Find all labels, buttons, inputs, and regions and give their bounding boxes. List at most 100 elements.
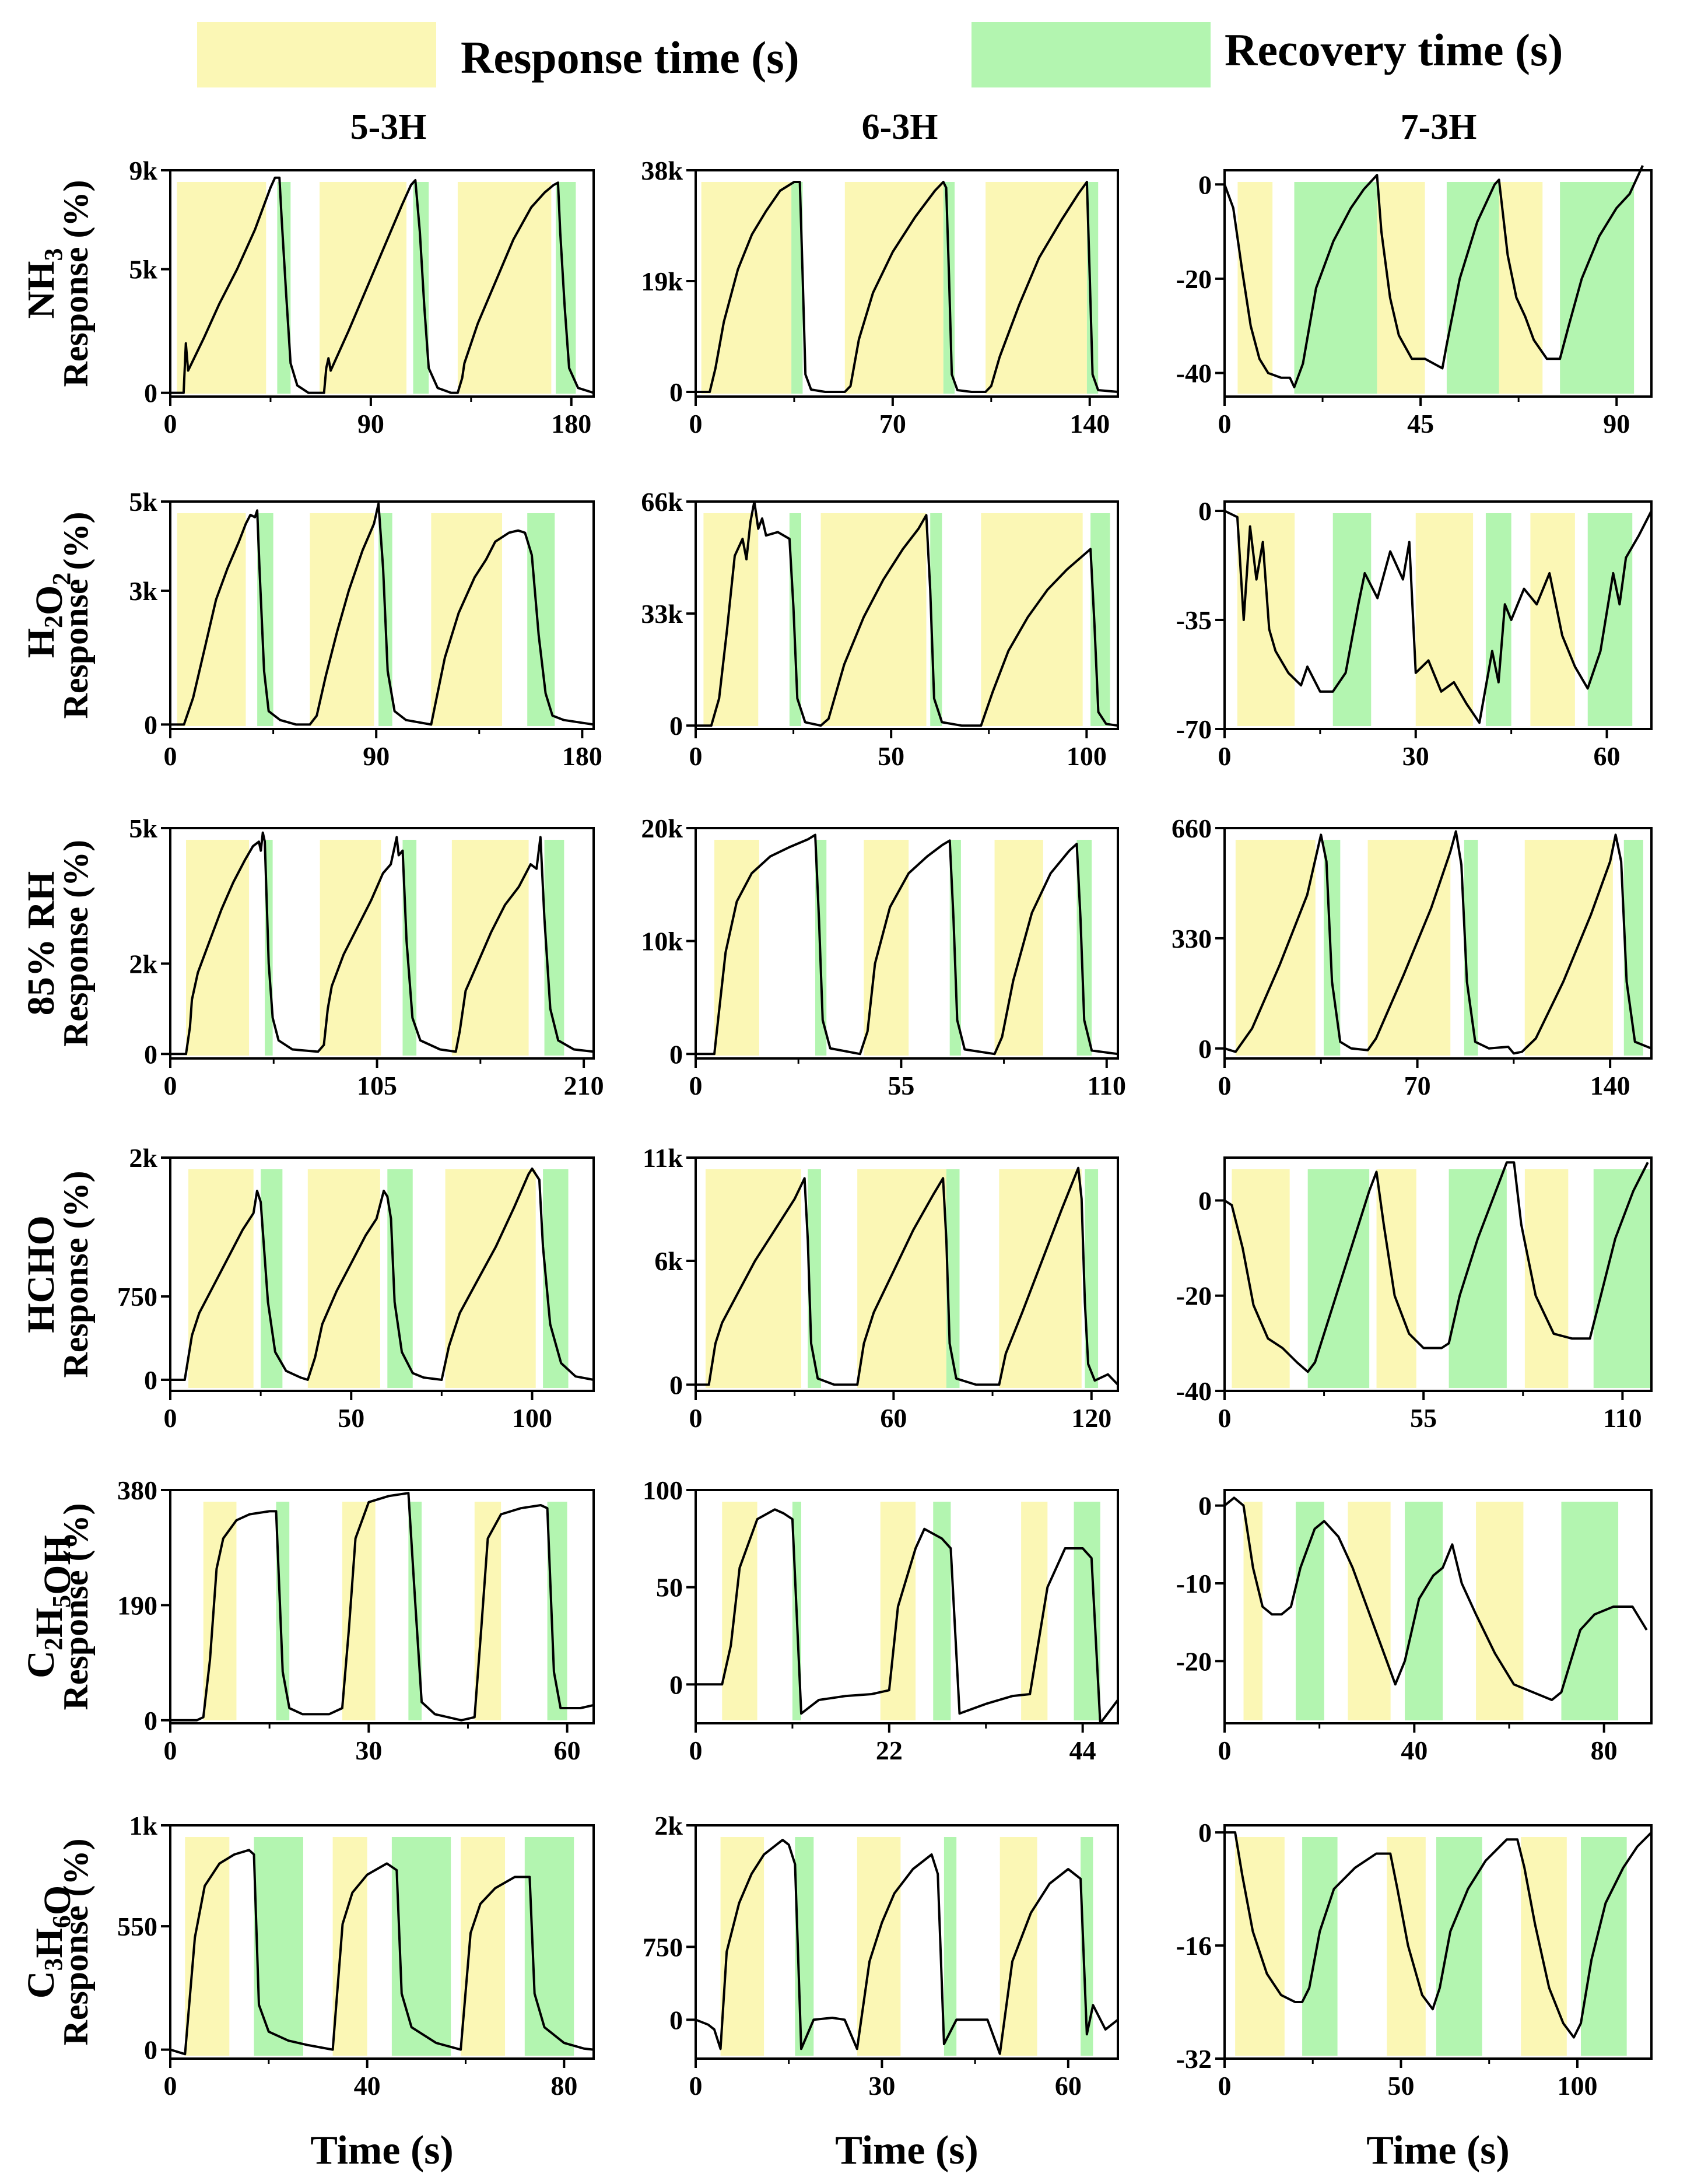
response-curve (1223, 165, 1644, 388)
panel-7-3h-row-2: 0 30 60 0 -35 -70 (1176, 496, 1653, 771)
response-band (461, 1837, 506, 2056)
y-axis-label: Response (%) (57, 180, 95, 387)
response-band (703, 513, 759, 726)
panel-5-3h-row-2: 0 90 180 0 3k 5k (129, 487, 602, 771)
response-band (1499, 182, 1543, 394)
recovery-band (1448, 1169, 1507, 1388)
x-tick-label: 45 (1407, 409, 1434, 439)
y-tick-label: 0 (669, 1670, 683, 1699)
response-curve (1223, 1161, 1649, 1373)
y-tick-label: 33k (641, 599, 683, 629)
gas-name: 85% RH (20, 871, 62, 1016)
response-band (1237, 182, 1273, 394)
legend-label-recovery: Recovery time (s) (1225, 24, 1563, 75)
response-band (451, 840, 529, 1056)
recovery-band (527, 513, 555, 726)
response-band (185, 1837, 230, 2056)
y-tick-label: -35 (1176, 605, 1212, 635)
x-tick-label: 30 (1402, 741, 1429, 771)
response-band (701, 182, 792, 394)
panel-7-3h-row-1: 0 45 90 0 -20 -40 (1176, 165, 1653, 439)
response-curve (170, 1492, 594, 1722)
recovery-band (1294, 182, 1377, 394)
recovery-band (1302, 1837, 1338, 2056)
y-tick-label: -20 (1176, 1646, 1212, 1676)
recovery-band (1561, 1502, 1619, 1720)
response-curve (696, 1508, 1119, 1724)
y-tick-label: 0 (144, 710, 157, 739)
recovery-band (1296, 1502, 1324, 1720)
gas-name: HCHO (20, 1215, 62, 1333)
y-axis-label: Response (%) (57, 1171, 95, 1378)
column-headers: 5-3H 6-3H 7-3H (350, 107, 1477, 147)
y-tick-label: 550 (117, 1912, 157, 1941)
response-band (1235, 1837, 1285, 2056)
plot-frame (169, 169, 595, 398)
y-tick-label: 0 (144, 1365, 157, 1395)
column-header-5-3h: 5-3H (350, 107, 427, 147)
panel-6-3h-row-3: 0 55 110 0 10k 20k (641, 814, 1126, 1100)
x-tick-label: 70 (1404, 1071, 1431, 1100)
recovery-band (1446, 182, 1499, 394)
response-curve (1225, 1831, 1653, 2039)
x-tick-label: 80 (1591, 1736, 1618, 1765)
plot-frame (1223, 1489, 1653, 1724)
recovery-band (791, 182, 803, 394)
x-tick-label: 60 (554, 1736, 581, 1765)
x-tick-label: 0 (1218, 1071, 1232, 1100)
y-tick-label: 5k (129, 487, 157, 517)
x-tick-label: 80 (550, 2071, 577, 2101)
x-axis-label: Time (s) (1366, 2128, 1510, 2173)
y-tick-label: -10 (1176, 1569, 1212, 1598)
recovery-band (261, 1169, 283, 1388)
response-band (985, 182, 1087, 394)
gas-name: C2H5OH (20, 1535, 79, 1678)
plot-frame (695, 827, 1119, 1060)
x-tick-label: 60 (1594, 741, 1621, 771)
y-tick-label: 0 (669, 711, 683, 741)
response-band (1521, 1837, 1567, 2056)
y-tick-label: 0 (669, 1370, 683, 1400)
x-tick-label: 0 (164, 1403, 177, 1433)
recovery-band (1485, 513, 1511, 726)
response-band (705, 1169, 801, 1388)
x-tick-label: 0 (1218, 1403, 1232, 1433)
recovery-band (544, 840, 564, 1056)
recovery-band (402, 840, 417, 1056)
y-tick-label: 0 (1198, 1818, 1212, 1848)
response-band (457, 182, 552, 394)
panel-7-3h-row-3: 0 70 140 0 330 660 (1172, 814, 1653, 1100)
response-band (1415, 513, 1474, 726)
response-band (1377, 182, 1425, 394)
y-tick-label: 660 (1172, 814, 1212, 843)
response-curve (170, 176, 594, 394)
response-band (1476, 1502, 1524, 1720)
recovery-band (1405, 1502, 1443, 1720)
gas-name: H2O2 (20, 573, 76, 658)
y-tick-label: 0 (144, 2035, 157, 2065)
y-tick-label: 0 (1198, 1186, 1212, 1215)
recovery-band (413, 182, 429, 394)
plot-frame (169, 1489, 595, 1724)
response-curve (696, 833, 1118, 1056)
y-tick-label: 2k (654, 1811, 683, 1841)
y-tick-label: 0 (669, 1039, 683, 1069)
recovery-band (277, 182, 291, 394)
response-band (186, 840, 250, 1056)
response-curve (696, 500, 1118, 727)
gas-name: C3H6O (20, 1885, 79, 1999)
response-curve (695, 1839, 1119, 2055)
x-tick-label: 120 (1071, 1403, 1111, 1433)
y-tick-label: 11k (643, 1143, 683, 1173)
plot-frame (695, 169, 1119, 398)
y-tick-label: -16 (1176, 1931, 1212, 1961)
column-header-6-3h: 6-3H (862, 107, 938, 147)
y-tick-label: 100 (643, 1475, 683, 1505)
recovery-band (543, 1169, 569, 1388)
x-tick-label: 0 (164, 1736, 177, 1765)
legend-swatch-recovery (971, 22, 1211, 87)
plot-frame (169, 1824, 595, 2060)
response-band (844, 182, 944, 394)
